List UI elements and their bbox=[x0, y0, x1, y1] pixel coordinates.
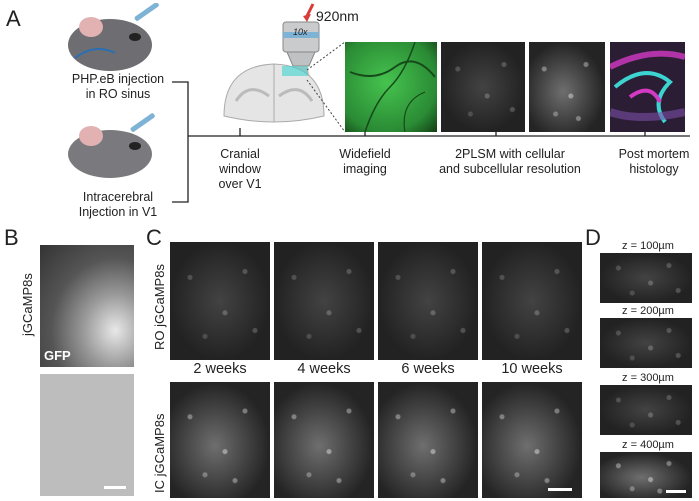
mouse-illustration-bottom bbox=[68, 113, 155, 178]
panel-b-ylabel: jGCaMP8s bbox=[20, 273, 35, 336]
objective-magnification: 10x bbox=[293, 27, 308, 37]
week-label-6: 6 weeks bbox=[401, 361, 455, 377]
step-cranial-window-line1: Cranial window bbox=[219, 147, 261, 176]
step-histology: Post mortem histology bbox=[609, 147, 699, 177]
depth-300-image bbox=[600, 385, 692, 435]
panel-c-row2-label: IC jGCaMP8s bbox=[152, 413, 167, 493]
step-histology-line2: histology bbox=[629, 162, 679, 176]
week-label-4: 4 weeks bbox=[297, 361, 351, 377]
gfp-stained-section: GFP bbox=[40, 245, 134, 367]
depth-label-200: z = 200µm bbox=[622, 305, 674, 317]
depth-label-300: z = 300µm bbox=[622, 372, 674, 384]
ic-10weeks-image bbox=[482, 382, 582, 498]
histology-image bbox=[610, 42, 685, 132]
ic-6weeks-image bbox=[378, 382, 478, 498]
step-widefield-line1: Widefield bbox=[339, 147, 391, 161]
zoom-lines bbox=[306, 41, 346, 133]
step-2plsm-line1: 2PLSM with cellular bbox=[455, 147, 565, 161]
week-label-10: 10 weeks bbox=[501, 361, 563, 377]
panel-c-scale-bar bbox=[548, 488, 572, 491]
depth-label-400: z = 400µm bbox=[622, 439, 674, 451]
injection-label-1-line1: PHP.eB injection bbox=[71, 72, 165, 86]
2plsm-image-subcellular bbox=[529, 42, 605, 132]
injection-label-1: PHP.eB injection in RO sinus bbox=[58, 72, 178, 102]
injection-label-1-line2: in RO sinus bbox=[85, 87, 151, 101]
depth-200-image bbox=[600, 318, 692, 368]
gfp-label: GFP bbox=[44, 348, 71, 363]
step-2plsm-line2: and subcellular resolution bbox=[439, 162, 581, 176]
injection-label-2: Intracerebral Injection in V1 bbox=[58, 190, 178, 220]
step-2plsm: 2PLSM with cellular and subcellular reso… bbox=[420, 147, 600, 177]
step-cranial-window-line2: over V1 bbox=[218, 177, 262, 191]
panel-label-d: D bbox=[585, 225, 601, 250]
brain-section-schematic bbox=[223, 63, 325, 123]
bracket-connector bbox=[172, 81, 690, 203]
2plsm-image-cellular bbox=[441, 42, 525, 132]
panel-d-scale-bar bbox=[666, 490, 686, 493]
nissl-section bbox=[40, 374, 134, 496]
injection-label-2-line2: Injection in V1 bbox=[78, 205, 158, 219]
ic-2weeks-image bbox=[170, 382, 270, 498]
panel-b-scale-bar bbox=[104, 486, 126, 489]
step-widefield: Widefield imaging bbox=[330, 147, 400, 177]
ro-2weeks-image bbox=[170, 242, 270, 360]
ro-10weeks-image bbox=[482, 242, 582, 360]
step-histology-line1: Post mortem bbox=[618, 147, 690, 161]
depth-100-image bbox=[600, 253, 692, 303]
depth-label-100: z = 100µm bbox=[622, 240, 674, 252]
panel-label-b: B bbox=[4, 225, 19, 250]
laser-wavelength: 920nm bbox=[316, 8, 359, 24]
panel-label-a: A bbox=[6, 6, 21, 31]
step-cranial-window: Cranial window over V1 bbox=[200, 147, 280, 192]
week-label-2: 2 weeks bbox=[193, 361, 247, 377]
widefield-image bbox=[345, 42, 437, 132]
depth-400-image bbox=[600, 452, 692, 498]
injection-label-2-line1: Intracerebral bbox=[82, 190, 154, 204]
step-widefield-line2: imaging bbox=[343, 162, 387, 176]
ro-6weeks-image bbox=[378, 242, 478, 360]
panel-label-c: C bbox=[146, 225, 162, 250]
mouse-illustration-top bbox=[68, 3, 159, 71]
ro-4weeks-image bbox=[274, 242, 374, 360]
panel-c-row1-label: RO jGCaMP8s bbox=[152, 264, 167, 350]
ic-4weeks-image bbox=[274, 382, 374, 498]
